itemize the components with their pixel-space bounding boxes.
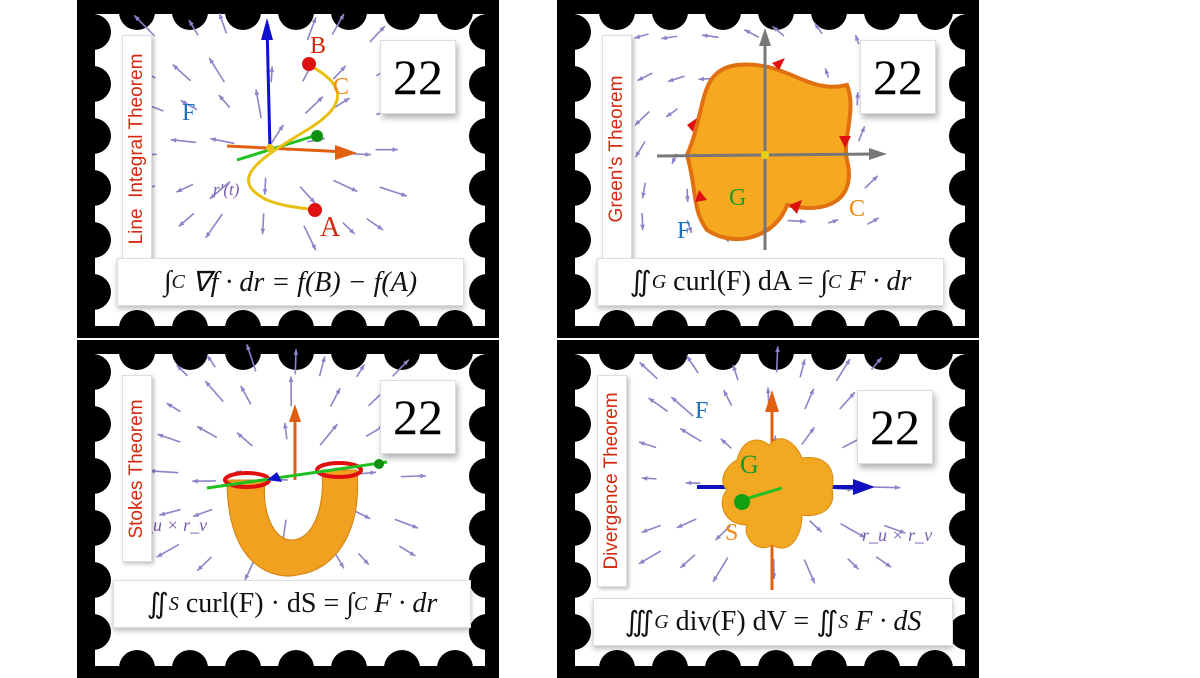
title-box: Stokes Theorem — [122, 375, 152, 562]
field-vector-head — [825, 68, 829, 74]
integral-sign-2: ∫ — [820, 266, 828, 298]
region-G — [687, 65, 851, 240]
stamp-number: 22 — [380, 40, 456, 114]
field-vector-head — [294, 349, 299, 355]
integral-subscript: C — [172, 271, 185, 294]
field-vector-head — [263, 189, 268, 195]
field-vector-head — [420, 474, 426, 479]
formula-left: div(F) dV = — [676, 606, 810, 638]
label-r-prime: r′(t) — [213, 180, 239, 200]
field-vector-head — [766, 388, 771, 394]
curve-C — [248, 65, 337, 210]
formula-body: ∇f · dr = f(B) − f(A) — [192, 265, 417, 299]
integral-sign: ∭ — [625, 605, 655, 639]
label-F: F — [182, 100, 195, 127]
formula-right: F · dr — [374, 588, 437, 620]
field-vector-head — [775, 346, 780, 352]
field-vector-head — [157, 434, 163, 438]
field-vector-head — [365, 152, 371, 157]
field-vector-head — [640, 225, 645, 231]
x-axis — [227, 146, 347, 152]
formula: ∭G div(F) dV = ∬S F · dS — [593, 598, 953, 646]
integral-subscript: G — [652, 271, 666, 294]
field-vector-head — [312, 17, 316, 23]
stamp-title: Line Integral Theorem — [126, 53, 148, 244]
title-box: Green's Theorem — [602, 35, 632, 262]
field-vector-head — [668, 78, 674, 82]
formula-right: F · dr — [848, 266, 911, 298]
label-B: B — [310, 33, 326, 60]
field-vector-head — [698, 77, 704, 82]
label-G: G — [740, 450, 759, 480]
integral-sign: ∬ — [630, 265, 652, 299]
label-S: S — [725, 520, 738, 547]
stamp-number: 22 — [380, 380, 456, 454]
stamp-title: Green's Theorem — [606, 75, 628, 222]
field-vector-head — [642, 476, 648, 481]
integral-subscript: S — [169, 593, 179, 616]
stamp-title: Divergence Theorem — [601, 392, 623, 569]
label-A: A — [320, 212, 340, 244]
integral-subscript-2: C — [828, 271, 841, 294]
integral-subscript-2: C — [354, 593, 367, 616]
stamp-greens: F G C Green's Theorem 22 ∬G curl(F) dA =… — [557, 0, 979, 338]
field-vector-head — [192, 479, 198, 484]
label-F: F — [695, 398, 708, 425]
field-vector-head — [219, 13, 223, 19]
formula: ∫C ∇f · dr = f(B) − f(A) — [117, 258, 464, 306]
formula-left: curl(F) dA = — [673, 266, 813, 298]
label-C: C — [849, 196, 865, 223]
field-vector-head — [639, 441, 645, 445]
integral-subscript-2: S — [838, 611, 848, 634]
field-vector-head — [895, 485, 901, 490]
field-vector-head — [733, 365, 737, 371]
field-vector-head — [246, 344, 250, 350]
integral-sign-2: ∫ — [346, 588, 354, 620]
stamp-number: 22 — [860, 40, 936, 114]
field-vector-head — [642, 528, 648, 532]
field-vector-head — [269, 66, 274, 72]
label-F: F — [677, 218, 690, 245]
formula: ∬G curl(F) dA = ∫C F · dr — [597, 258, 944, 306]
solid-G — [722, 439, 833, 548]
integral-sign: ∫ — [164, 266, 172, 298]
label-ru-cross-rv: r_u × r_v — [862, 525, 932, 546]
field-vector-head — [855, 35, 859, 41]
formula: ∬S curl(F) · dS = ∫C F · dr — [113, 580, 471, 628]
field-vector-head — [832, 219, 838, 223]
stamp-divergence: F G S r_u × r_v Divergence Theorem 22 ∭G… — [557, 340, 979, 678]
integral-sign: ∬ — [147, 587, 169, 621]
field-vector-head — [261, 229, 266, 235]
field-vector-head — [860, 126, 864, 132]
label-G: G — [729, 185, 746, 212]
field-vector-head — [392, 147, 398, 152]
stamp-title: Stokes Theorem — [126, 399, 148, 538]
stamp-line-integral: F B C A r′(t) Line Integral Theorem 22 ∫… — [77, 0, 499, 338]
formula-left: curl(F) · dS = — [186, 588, 339, 620]
field-vector-head — [401, 192, 407, 196]
field-vector-head — [634, 34, 640, 38]
title-box: Line Integral Theorem — [122, 35, 152, 262]
field-vector-head — [686, 481, 692, 486]
field-vector-head — [412, 524, 418, 528]
label-C: C — [333, 74, 349, 101]
field-vector-head — [800, 219, 806, 224]
title-box: Divergence Theorem — [597, 375, 627, 587]
field-vector-head — [685, 196, 690, 202]
integral-subscript: G — [654, 611, 668, 634]
field-vector-head — [289, 376, 294, 382]
stamp-number: 22 — [857, 390, 933, 464]
formula-right: F · dS — [855, 606, 921, 638]
integral-sign-2: ∬ — [816, 605, 838, 639]
stamp-stokes: r_u × r_v Stokes Theorem 22 ∬S curl(F) ·… — [77, 340, 499, 678]
z-axis — [267, 25, 270, 150]
